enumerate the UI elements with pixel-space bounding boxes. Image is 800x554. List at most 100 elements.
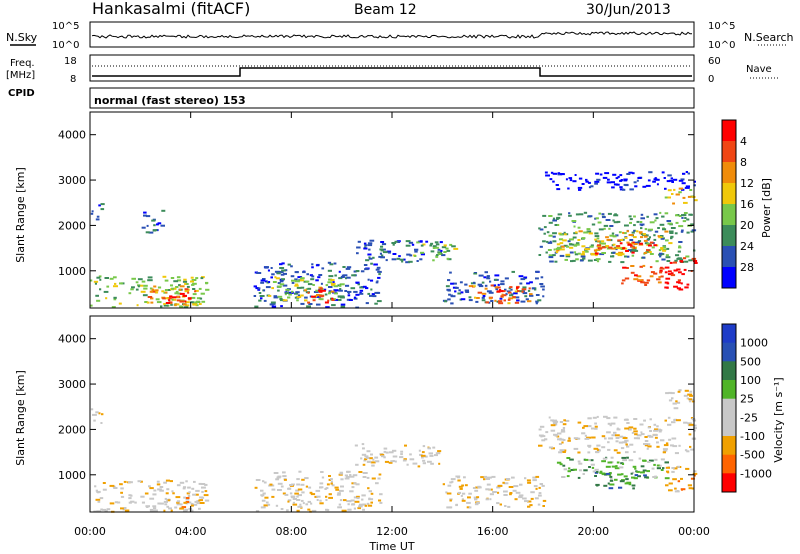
velocity-cell [573,437,579,440]
noise-series [91,31,693,39]
power-cell [312,284,315,286]
power-cell [680,282,683,285]
velocity-cell [609,479,614,482]
power-cell [192,288,196,290]
power-cell [353,290,358,293]
power-cell [600,240,605,243]
power-cell [572,259,576,262]
power-colorbar-tick: 20 [740,219,754,232]
velocity-cell [319,486,324,489]
power-cell [496,290,501,293]
power-cell [647,238,651,240]
velocity-cell [538,486,541,489]
velocity-cell [542,505,545,507]
power-cell [599,242,603,245]
velocity-cell [683,394,688,397]
power-cell [595,258,601,261]
freq-frame [89,54,695,82]
power-cell [380,241,385,243]
power-cell [257,288,261,291]
power-cell [639,232,642,235]
power-cell [593,249,598,252]
velocity-cell [95,498,101,501]
velocity-colorbar-tick: -25 [740,411,758,424]
power-cell [616,245,621,248]
power-cell [550,171,554,174]
power-cell [665,239,669,242]
power-cell [291,279,296,282]
velocity-colorbar-segment [722,417,736,437]
velocity-cell [175,496,181,499]
velocity-cell [461,498,464,501]
velocity-cell [325,499,328,501]
power-cell [658,276,661,279]
velocity-cell [606,417,611,420]
power-cell [319,295,324,298]
velocity-cell [625,443,628,446]
velocity-cell [683,421,688,424]
velocity-cell [608,437,614,440]
power-cell [676,268,681,271]
power-cell [422,243,426,246]
velocity-cell [348,500,352,503]
power-cell [300,294,304,297]
power-cell [636,230,639,233]
power-colorbar-segment [722,162,736,184]
velocity-cell [616,427,619,430]
power-cell [336,299,342,301]
velocity-cell [380,455,385,458]
power-cell [146,224,149,227]
velocity-cell [637,475,641,478]
power-cell [290,275,295,278]
power-colorbar-label: Power [dB] [760,178,773,238]
power-cell [521,290,524,293]
power-cell [559,248,565,251]
velocity-cell [554,434,558,437]
velocity-cell [331,484,335,487]
velocity-cell [611,465,616,468]
power-cell [119,282,123,285]
velocity-cell [364,458,368,461]
velocity-cell [590,459,594,462]
velocity-cell [264,496,269,499]
power-cell [266,281,270,284]
power-cell [677,279,681,282]
power-cell [670,235,674,238]
power-colorbar-tick: 8 [740,156,747,169]
velocity-cell [334,486,339,489]
velocity-cell [156,480,160,483]
velocity-cell [678,444,681,447]
power-cell [619,188,624,191]
power-cell [305,288,308,291]
power-cell [90,212,94,215]
velocity-cell [187,495,191,497]
power-cell [298,294,300,297]
velocity-cell [649,418,652,421]
power-cell [500,295,503,298]
power-cell [260,281,265,284]
velocity-cell [361,443,365,446]
power-cell [544,171,548,174]
x-tick-label: 00:00 [74,525,106,538]
power-cell [681,182,686,185]
velocity-cell [353,507,356,510]
velocity-cell [301,491,305,494]
power-cell [104,277,109,279]
velocity-cell [626,481,632,484]
power-cell [351,274,356,277]
power-cell [473,272,478,275]
power-cell [643,239,648,242]
velocity-cell [409,453,412,456]
power-cell [540,285,545,288]
power-cell [313,291,319,293]
power-cell [598,228,604,231]
power-cell [190,280,194,283]
power-cell [625,250,629,252]
velocity-cell [114,501,118,504]
velocity-cell [684,449,688,452]
velocity-cell [432,446,436,449]
power-cell [478,274,484,277]
velocity-cell [326,483,330,486]
power-cell [367,253,372,256]
velocity-cell [640,465,645,468]
